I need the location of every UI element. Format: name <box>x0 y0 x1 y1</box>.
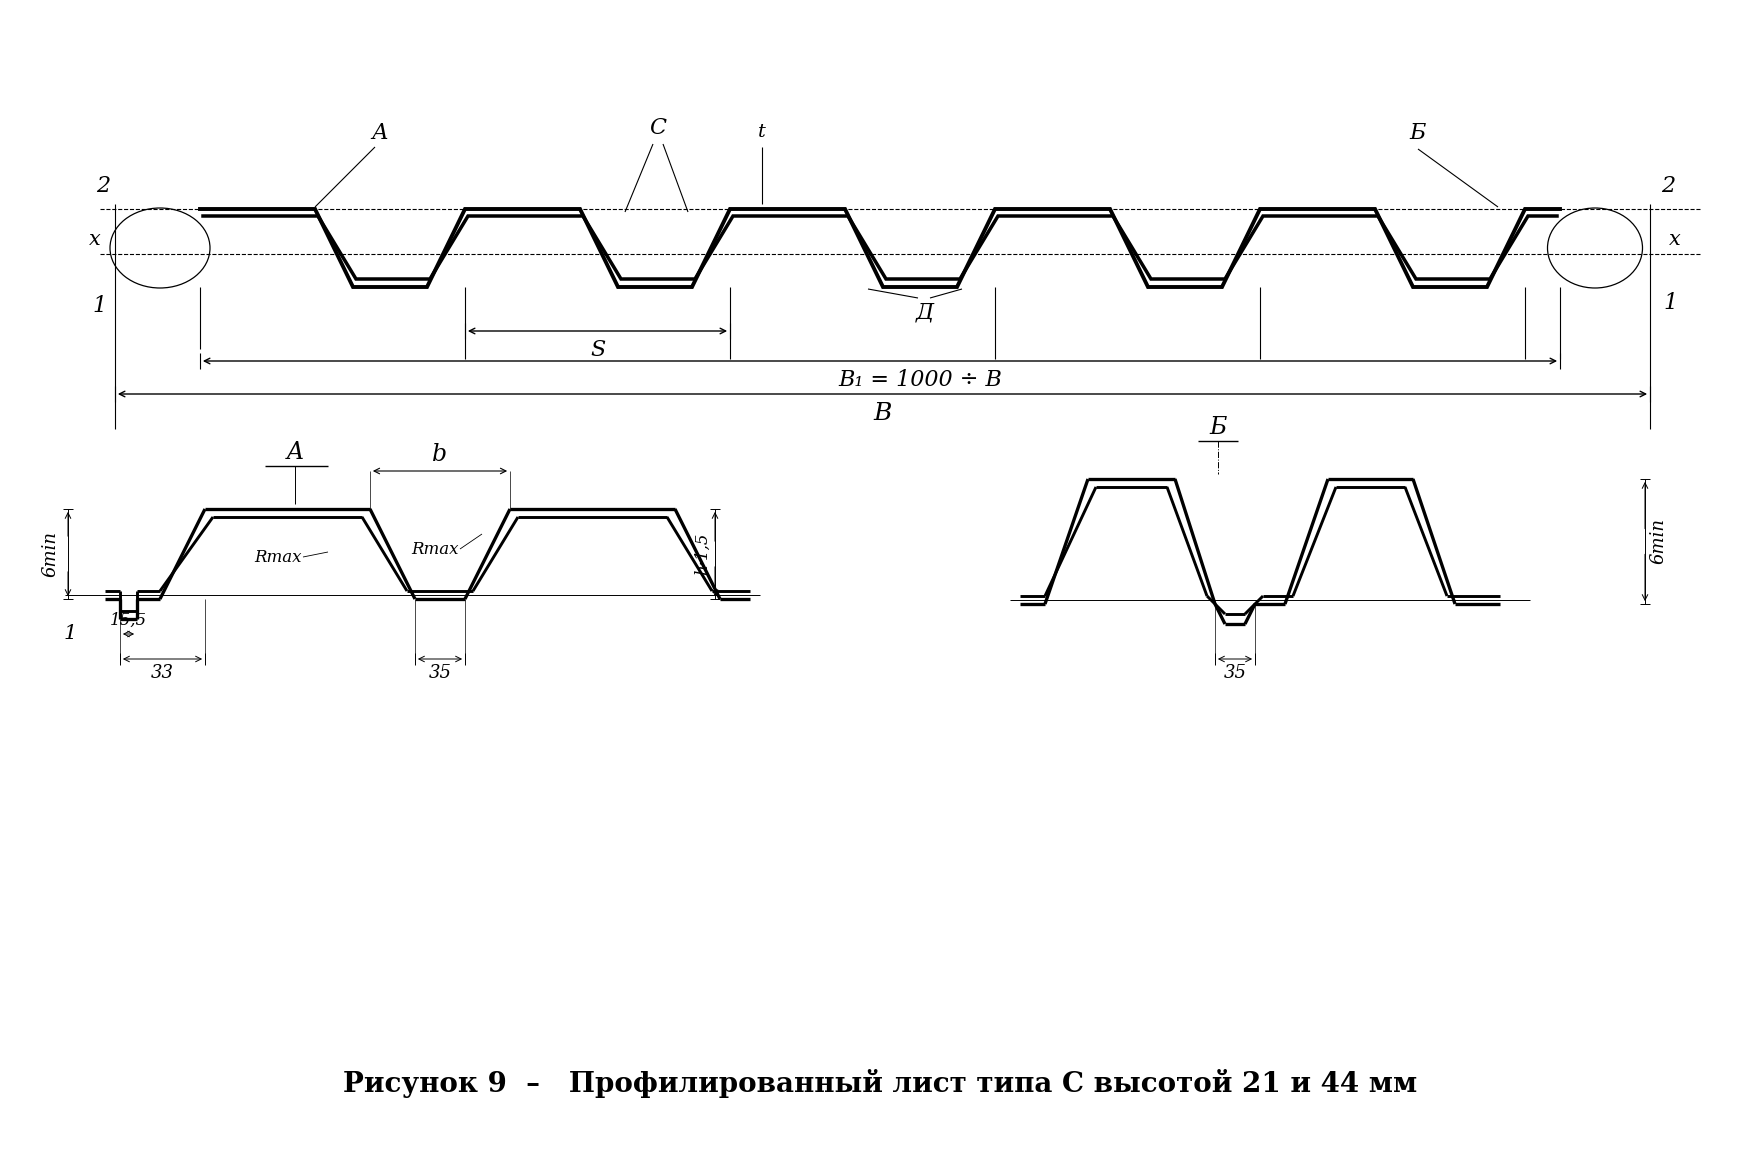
Text: 6min: 6min <box>40 531 60 577</box>
Text: 1: 1 <box>93 295 107 317</box>
Text: Д: Д <box>916 301 934 323</box>
Text: Rmax: Rmax <box>412 540 459 557</box>
Text: B: B <box>872 402 892 425</box>
Text: h·1,5: h·1,5 <box>695 533 711 576</box>
Text: А: А <box>371 122 389 144</box>
Text: A: A <box>287 441 304 464</box>
Text: Рисунок 9  –   Профилированный лист типа С высотой 21 и 44 мм: Рисунок 9 – Профилированный лист типа С … <box>343 1070 1418 1098</box>
Text: S: S <box>589 339 605 361</box>
Text: 33: 33 <box>151 664 174 683</box>
Text: 2: 2 <box>1660 175 1675 196</box>
Text: 35: 35 <box>1224 664 1247 683</box>
Text: t: t <box>758 123 765 141</box>
Text: b: b <box>433 444 447 466</box>
Text: x: x <box>1669 230 1682 249</box>
Text: 2: 2 <box>97 175 111 196</box>
Text: 1: 1 <box>63 624 77 643</box>
Text: Б: Б <box>1409 122 1427 144</box>
Text: x: x <box>90 230 100 249</box>
Text: Б: Б <box>1208 416 1226 439</box>
Text: 15,5: 15,5 <box>109 612 148 629</box>
Text: B₁ = 1000 ÷ B: B₁ = 1000 ÷ B <box>837 369 1003 391</box>
Text: 6min: 6min <box>1648 518 1668 564</box>
Text: 35: 35 <box>429 664 452 683</box>
Text: С: С <box>649 117 667 139</box>
Text: Rmax: Rmax <box>255 548 303 565</box>
Text: 1: 1 <box>1664 292 1678 314</box>
